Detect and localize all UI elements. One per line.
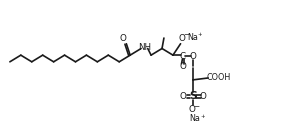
Text: O: O: [190, 52, 196, 61]
Text: C: C: [179, 52, 186, 61]
Text: Na: Na: [189, 114, 200, 123]
Text: NH: NH: [138, 43, 151, 52]
Text: S: S: [189, 91, 197, 101]
Text: O: O: [200, 92, 207, 100]
Text: COOH: COOH: [206, 73, 231, 82]
Text: −: −: [194, 103, 200, 109]
Text: O: O: [180, 92, 187, 100]
Text: O: O: [119, 34, 126, 43]
Text: +: +: [200, 114, 205, 118]
Text: O: O: [188, 105, 195, 114]
Text: +: +: [197, 32, 202, 37]
Text: −: −: [183, 32, 189, 38]
Text: O: O: [180, 62, 187, 71]
Text: Na: Na: [188, 33, 198, 42]
Text: O: O: [178, 34, 185, 43]
